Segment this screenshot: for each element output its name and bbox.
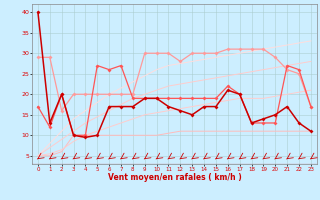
X-axis label: Vent moyen/en rafales ( km/h ): Vent moyen/en rafales ( km/h ) bbox=[108, 173, 241, 182]
